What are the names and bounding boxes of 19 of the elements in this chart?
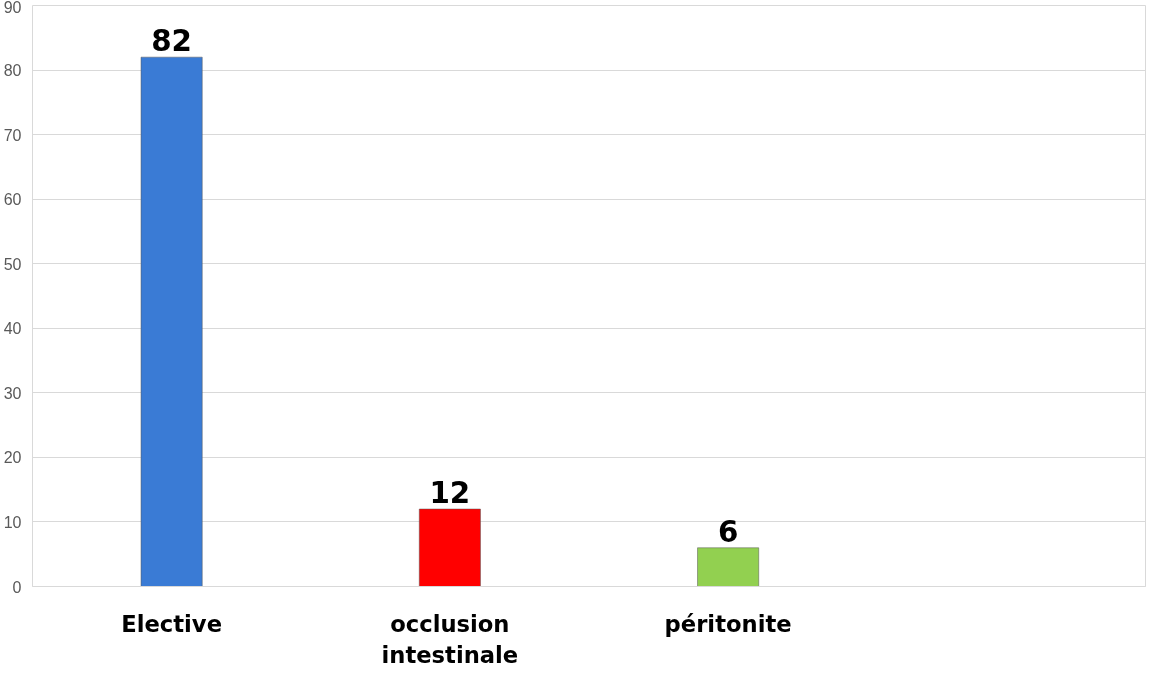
bar [140,56,203,587]
y-tick-label: 70 [3,126,22,144]
y-tick-label: 40 [3,320,22,338]
data-label: 12 [429,476,471,511]
bar [419,508,481,587]
y-tick-label: 90 [3,0,22,16]
y-tick-label: 30 [3,384,22,402]
y-tick-label: 60 [3,191,22,209]
y-tick-label: 20 [3,449,22,467]
y-tick-label: 0 [12,578,22,596]
bar [697,547,759,587]
data-label: 6 [717,514,739,549]
x-tick-label: péritonite [664,610,792,637]
x-tick-label: Elective [121,610,223,637]
y-tick-label: 50 [3,255,22,273]
data-label: 82 [151,24,193,59]
y-tick-label: 10 [3,513,22,531]
y-tick-label: 80 [3,62,22,80]
x-tick-label: occlusion intestinale [381,610,519,668]
